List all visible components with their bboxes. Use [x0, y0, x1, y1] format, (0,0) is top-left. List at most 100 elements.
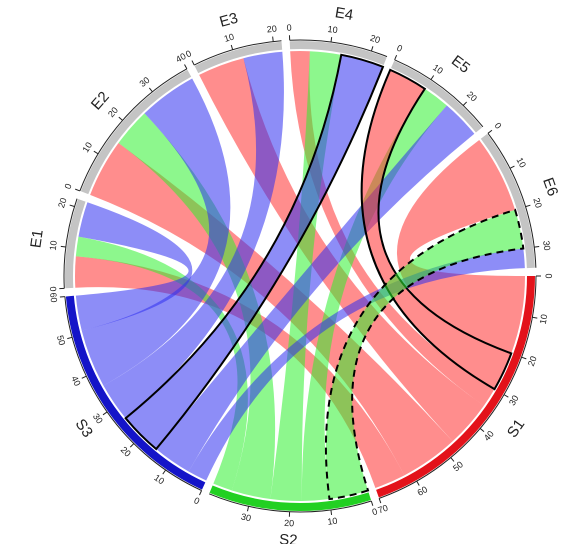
tick-label: 0 [286, 23, 291, 33]
tick-mark [370, 46, 374, 52]
chord-link [360, 68, 513, 391]
tick-label: 20 [266, 23, 277, 34]
tick-label: 30 [507, 394, 521, 408]
tick-mark [129, 443, 135, 448]
chord-link [90, 143, 453, 476]
tick-label: 30 [91, 412, 105, 426]
tick-label: 0 [48, 286, 58, 292]
sector-axis [63, 198, 78, 289]
tick-mark [69, 204, 75, 208]
chord-link [325, 208, 525, 501]
sector-track [376, 276, 535, 498]
chord-link [396, 139, 525, 354]
sector-name: E3 [218, 10, 240, 31]
tick-label: 10 [80, 140, 94, 154]
tick-label: 20 [531, 197, 544, 210]
chord-link [81, 78, 231, 386]
chord-link [156, 105, 475, 472]
link-borders [124, 53, 525, 501]
sector-axis [193, 40, 282, 66]
tick-label: 10 [48, 240, 59, 251]
tick-label: 70 [377, 503, 390, 516]
sector-name: E4 [334, 4, 355, 24]
tick-mark [199, 490, 203, 496]
tick-mark [487, 129, 493, 134]
tick-label: 10 [327, 516, 338, 527]
sector-track [80, 69, 192, 195]
tick-label: 20 [526, 355, 539, 368]
tick-label: 30 [138, 75, 152, 89]
chord-link [75, 236, 248, 491]
tick-mark [430, 75, 435, 80]
tick-mark [521, 356, 527, 360]
tick-label: 0 [544, 273, 554, 278]
tick-label: 50 [451, 459, 465, 473]
tick-mark [118, 116, 123, 121]
sector-name: E5 [448, 52, 473, 77]
chord-link [301, 88, 447, 501]
sector-track [289, 40, 387, 65]
tick-mark [462, 101, 468, 106]
tick-mark [378, 498, 382, 504]
tick-label: 50 [55, 334, 67, 346]
sector-axis [79, 68, 188, 192]
tick-mark [394, 55, 398, 60]
sector-axis [64, 296, 202, 491]
tick-label: 20 [284, 518, 294, 528]
tick-mark [191, 60, 195, 66]
tick-label: 40 [174, 51, 188, 65]
tick-mark [102, 411, 108, 416]
tick-label: 60 [48, 292, 59, 303]
tick-mark [450, 457, 455, 462]
tick-label: 10 [327, 24, 338, 35]
tick-mark [60, 245, 66, 248]
tick-label: 20 [119, 445, 133, 459]
sector-name: S2 [279, 531, 298, 544]
tick-mark [67, 336, 73, 340]
tick-label: 30 [240, 511, 252, 523]
tick-label: 0 [192, 495, 201, 506]
tick-label: 40 [69, 374, 82, 387]
chord-link [124, 53, 385, 451]
chord-link [75, 256, 405, 488]
sector-axis [378, 275, 537, 499]
tick-label: 20 [56, 197, 69, 210]
tick-label: 10 [152, 472, 166, 486]
tick-mark [330, 37, 333, 43]
tick-mark [93, 150, 99, 155]
sector-name: S3 [72, 416, 96, 441]
tick-mark [479, 428, 485, 433]
sector-name: S1 [504, 416, 528, 441]
tick-label: 20 [465, 89, 479, 103]
chord-link [103, 51, 284, 419]
sector-axis [487, 132, 537, 268]
sector-axis [394, 59, 484, 128]
tick-mark [525, 204, 531, 208]
sector-track [64, 198, 86, 289]
tick-label: 0 [184, 48, 193, 59]
tick-mark [162, 469, 167, 475]
tick-mark [503, 394, 509, 398]
tick-mark [246, 506, 250, 512]
sector-name: E6 [539, 175, 561, 198]
tick-mark [148, 87, 153, 93]
sector-axis [208, 493, 372, 513]
tick-label: 10 [538, 313, 550, 325]
tick-mark [370, 500, 374, 506]
sector-track [391, 60, 483, 133]
tick-mark [230, 44, 234, 50]
tick-label: 0 [63, 182, 74, 190]
tick-label: 0 [493, 121, 504, 131]
tick-label: 10 [515, 156, 528, 169]
tick-label: 30 [541, 240, 552, 251]
tick-mark [184, 64, 188, 70]
tick-mark [532, 316, 538, 319]
tick-label: 20 [106, 105, 120, 119]
tick-label: 10 [223, 31, 235, 43]
tick-mark [330, 509, 333, 515]
tick-label: 10 [431, 62, 445, 76]
tick-mark [272, 36, 274, 42]
tick-label: 60 [416, 484, 430, 498]
